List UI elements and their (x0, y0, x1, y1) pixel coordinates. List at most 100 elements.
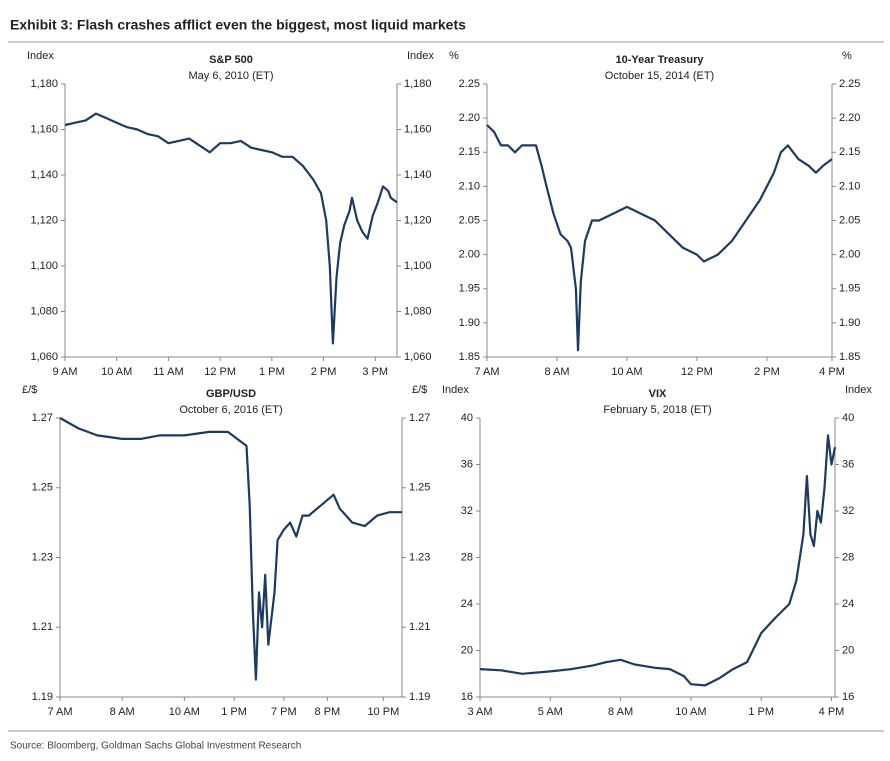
panel-title: 10-Year Treasury (615, 54, 704, 66)
x-tick-label: 8 PM (315, 706, 341, 718)
y-tick-label: 2.10 (459, 180, 480, 192)
y-tick-label: 1.21 (32, 621, 53, 633)
y-tick-label: 1,080 (30, 305, 58, 317)
y2-tick-label: 2.00 (839, 249, 860, 261)
x-tick-label: 1 PM (259, 366, 285, 378)
x-tick-label: 7 AM (47, 706, 72, 718)
y2-tick-label: 16 (842, 691, 854, 703)
y-axis-label: % (449, 50, 459, 62)
y-tick-label: 2.20 (459, 112, 480, 124)
x-tick-label: 2 PM (754, 366, 780, 378)
y2-tick-label: 20 (842, 644, 854, 656)
y2-tick-label: 2.10 (839, 180, 860, 192)
y-axis-label: Index (27, 50, 54, 62)
x-tick-label: 11 AM (153, 366, 183, 378)
panel-subtitle: October 15, 2014 (ET) (605, 70, 714, 82)
y2-tick-label: 1.21 (409, 621, 430, 633)
y-tick-label: 32 (461, 505, 473, 517)
y-tick-label: 2.00 (459, 249, 480, 261)
y-tick-label: 2.15 (459, 146, 480, 158)
x-tick-label: 1 PM (748, 706, 774, 718)
x-tick-label: 5 AM (538, 706, 563, 718)
y2-tick-label: 1,100 (404, 260, 432, 272)
y2-axis-label: % (842, 50, 852, 62)
y-tick-label: 1,100 (30, 260, 58, 272)
panel-title: S&P 500 (209, 54, 253, 66)
x-tick-label: 10 AM (611, 366, 642, 378)
panel-title: GBP/USD (206, 388, 256, 400)
y2-tick-label: 1.19 (409, 691, 430, 703)
y2-tick-label: 1,120 (404, 214, 432, 226)
panel-title: VIX (649, 388, 667, 400)
y-tick-label: 1,140 (30, 169, 58, 181)
y2-tick-label: 24 (842, 598, 854, 610)
y-tick-label: 1,060 (30, 351, 58, 363)
y-tick-label: 1.25 (32, 482, 53, 494)
y-tick-label: 1.23 (32, 551, 53, 563)
data-line (486, 124, 833, 352)
y2-tick-label: 1,140 (404, 169, 432, 181)
x-tick-label: 7 AM (474, 366, 499, 378)
x-tick-label: 7 PM (271, 706, 297, 718)
y2-tick-label: 1,080 (404, 305, 432, 317)
y-tick-label: 1.95 (459, 283, 480, 295)
y-tick-label: 1.90 (459, 317, 480, 329)
y-tick-label: 1,160 (30, 123, 58, 135)
x-tick-label: 8 AM (608, 706, 633, 718)
x-tick-label: 3 AM (467, 706, 492, 718)
y2-axis-label: Index (407, 50, 434, 62)
panel-subtitle: October 6, 2016 (ET) (179, 404, 282, 416)
y-tick-label: 28 (461, 551, 473, 563)
x-tick-label: 4 PM (819, 706, 845, 718)
page-title: Exhibit 3: Flash crashes afflict even th… (10, 17, 466, 33)
y-axis-label: £/$ (22, 384, 37, 396)
x-tick-label: 8 AM (110, 706, 135, 718)
y2-tick-label: 2.20 (839, 112, 860, 124)
y2-tick-label: 32 (842, 505, 854, 517)
y2-axis-label: £/$ (412, 384, 427, 396)
y2-tick-label: 1.27 (409, 412, 430, 424)
y-tick-label: 16 (461, 691, 473, 703)
data-line (64, 112, 398, 345)
y2-tick-label: 36 (842, 458, 854, 470)
source: Source: Bloomberg, Goldman Sachs Global … (10, 741, 301, 752)
data-line (59, 417, 402, 681)
y-axis-label: Index (442, 384, 469, 396)
x-tick-label: 10 AM (101, 366, 132, 378)
data-line (479, 434, 837, 687)
x-tick-label: 10 PM (367, 706, 399, 718)
y2-tick-label: 1,060 (404, 351, 432, 363)
y-tick-label: 36 (461, 458, 473, 470)
y-tick-label: 1.85 (459, 351, 480, 363)
y-tick-label: 20 (461, 644, 473, 656)
x-tick-label: 2 PM (311, 366, 337, 378)
y-tick-label: 40 (461, 412, 473, 424)
y-tick-label: 1.27 (32, 412, 53, 424)
y2-tick-label: 1.85 (839, 351, 860, 363)
y2-tick-label: 2.25 (839, 78, 860, 90)
y2-tick-label: 1,160 (404, 123, 432, 135)
y-tick-label: 1.19 (32, 691, 53, 703)
y-tick-label: 1,120 (30, 214, 58, 226)
x-tick-label: 8 AM (544, 366, 569, 378)
y-tick-label: 2.25 (459, 78, 480, 90)
y2-tick-label: 1.25 (409, 482, 430, 494)
y2-tick-label: 40 (842, 412, 854, 424)
x-tick-label: 4 PM (819, 366, 845, 378)
y2-tick-label: 2.15 (839, 146, 860, 158)
y2-tick-label: 1.23 (409, 551, 430, 563)
y2-tick-label: 2.05 (839, 214, 860, 226)
x-tick-label: 10 AM (675, 706, 706, 718)
x-tick-label: 10 AM (169, 706, 200, 718)
panel-subtitle: February 5, 2018 (ET) (603, 404, 711, 416)
y2-tick-label: 1.95 (839, 283, 860, 295)
x-tick-label: 12 PM (204, 366, 236, 378)
x-tick-label: 1 PM (221, 706, 247, 718)
x-tick-label: 3 PM (362, 366, 388, 378)
y-tick-label: 1,180 (30, 78, 58, 90)
y2-tick-label: 1,180 (404, 78, 432, 90)
y2-axis-label: Index (845, 384, 872, 396)
panel-subtitle: May 6, 2010 (ET) (189, 70, 274, 82)
x-tick-label: 12 PM (681, 366, 713, 378)
